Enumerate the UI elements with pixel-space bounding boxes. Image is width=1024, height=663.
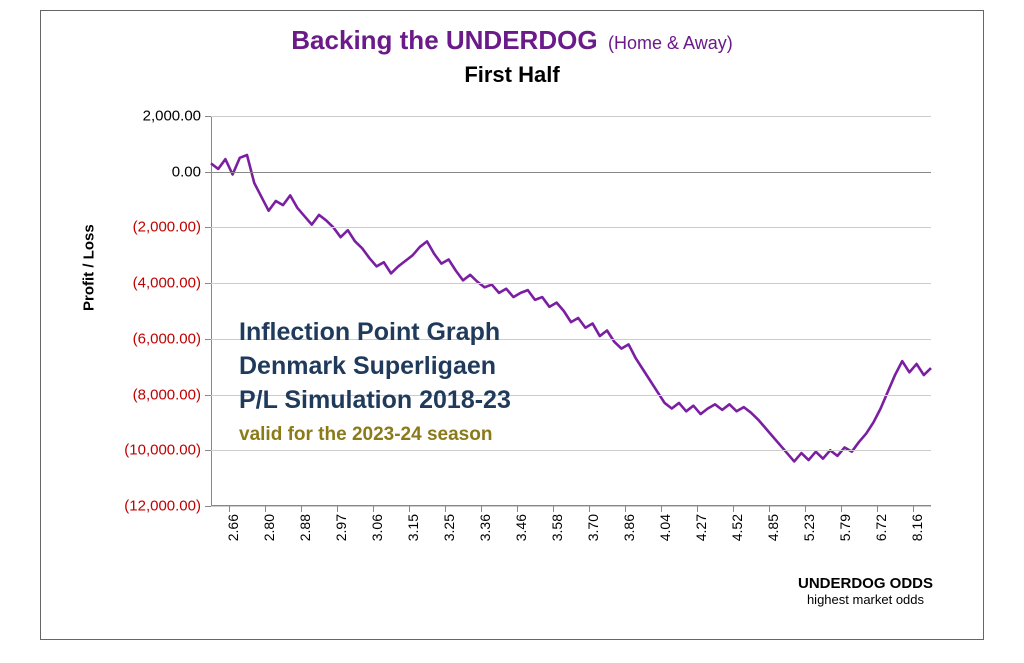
gridline (211, 506, 931, 507)
xtick-label: 4.52 (729, 506, 745, 541)
xtick-label: 2.66 (225, 506, 241, 541)
xtick-label: 5.79 (837, 506, 853, 541)
overlay-line-1: Inflection Point Graph (239, 316, 511, 350)
y-axis-label: Profit / Loss (81, 224, 98, 311)
gridline (211, 172, 931, 173)
ytick-label: (8,000.00) (101, 386, 211, 403)
xtick-label: 3.46 (513, 506, 529, 541)
gridline (211, 116, 931, 117)
x-axis-sublabel: highest market odds (798, 593, 933, 607)
overlay-line-3: P/L Simulation 2018-23 (239, 384, 511, 418)
x-axis-label: UNDERDOG ODDS (798, 576, 933, 593)
xtick-label: 8.16 (909, 506, 925, 541)
ytick-label: (10,000.00) (101, 442, 211, 459)
gridline (211, 227, 931, 228)
xtick-label: 3.25 (441, 506, 457, 541)
xtick-label: 4.04 (657, 506, 673, 541)
ytick-label: (2,000.00) (101, 219, 211, 236)
xtick-label: 5.23 (801, 506, 817, 541)
ytick-label: 0.00 (101, 163, 211, 180)
x-axis-label-block: UNDERDOG ODDS highest market odds (798, 576, 933, 607)
title-line-1: Backing the UNDERDOG (Home & Away) (41, 25, 983, 56)
gridline (211, 283, 931, 284)
title-block: Backing the UNDERDOG (Home & Away) First… (41, 25, 983, 88)
xtick-label: 2.88 (297, 506, 313, 541)
ytick-label: (6,000.00) (101, 330, 211, 347)
ytick-label: (12,000.00) (101, 498, 211, 515)
title-main: Backing the UNDERDOG (291, 25, 597, 55)
plot-area: 2,000.000.00(2,000.00)(4,000.00)(6,000.0… (211, 116, 931, 506)
xtick-label: 4.27 (693, 506, 709, 541)
gridline (211, 450, 931, 451)
title-second: First Half (41, 62, 983, 88)
chart-frame: Backing the UNDERDOG (Home & Away) First… (40, 10, 984, 640)
overlay-text: Inflection Point Graph Denmark Superliga… (239, 316, 511, 417)
title-paren: (Home & Away) (608, 33, 733, 53)
xtick-label: 6.72 (873, 506, 889, 541)
xtick-label: 3.58 (549, 506, 565, 541)
ytick-label: 2,000.00 (101, 108, 211, 125)
xtick-label: 2.80 (261, 506, 277, 541)
xtick-label: 3.86 (621, 506, 637, 541)
line-chart-svg (211, 116, 931, 506)
xtick-label: 4.85 (765, 506, 781, 541)
xtick-label: 3.15 (405, 506, 421, 541)
xtick-label: 3.06 (369, 506, 385, 541)
ytick-label: (4,000.00) (101, 275, 211, 292)
overlay-line-2: Denmark Superligaen (239, 350, 511, 384)
xtick-label: 3.70 (585, 506, 601, 541)
xtick-label: 2.97 (333, 506, 349, 541)
xtick-label: 3.36 (477, 506, 493, 541)
overlay-valid: valid for the 2023-24 season (239, 424, 492, 446)
